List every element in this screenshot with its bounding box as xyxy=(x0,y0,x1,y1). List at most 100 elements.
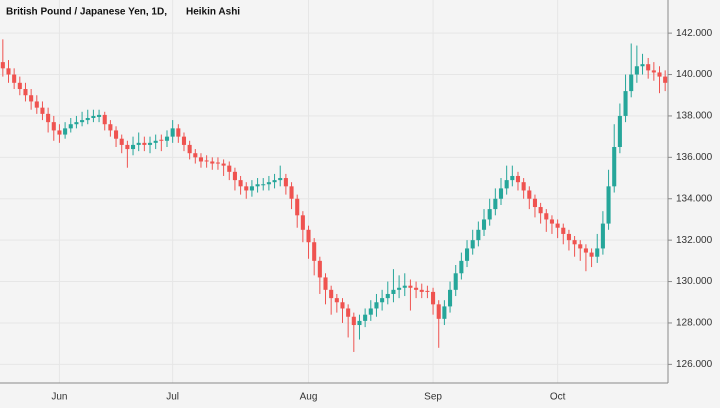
candle-body xyxy=(442,306,447,319)
candle-body xyxy=(380,298,385,303)
candle-body xyxy=(170,128,175,137)
candle-body xyxy=(351,316,356,326)
candle-body xyxy=(476,229,481,241)
candle-body xyxy=(249,186,254,191)
candle-body xyxy=(261,184,266,186)
candle-body xyxy=(600,223,605,249)
candle-body xyxy=(572,240,577,245)
candle-body xyxy=(323,277,328,290)
candle-body xyxy=(244,186,249,191)
candle-body xyxy=(459,260,464,274)
candle-body xyxy=(663,76,668,83)
x-tick-label: Oct xyxy=(550,392,566,403)
candle-body xyxy=(368,308,373,315)
y-tick-label: 130.000 xyxy=(676,276,713,287)
candle-body xyxy=(6,68,11,75)
candle-body xyxy=(532,198,538,208)
candle-body xyxy=(215,162,220,164)
candle-body xyxy=(272,180,277,183)
candle-body xyxy=(102,114,107,125)
candle-body xyxy=(363,314,368,321)
candle-body xyxy=(431,291,436,305)
candle-body xyxy=(340,302,345,309)
candle-body xyxy=(419,289,424,292)
candle-body xyxy=(487,209,492,220)
candle-body xyxy=(453,273,458,290)
candle-body xyxy=(561,227,566,234)
candle-body xyxy=(255,184,260,187)
candle-body xyxy=(385,293,390,299)
candle-body xyxy=(136,142,141,145)
candle-body xyxy=(198,157,204,162)
candle-body xyxy=(493,198,498,210)
candle-body xyxy=(629,74,634,92)
candle-body xyxy=(278,178,283,181)
candle-body xyxy=(51,122,56,131)
candle-body xyxy=(68,124,73,129)
candle-body xyxy=(521,182,526,191)
candle-body xyxy=(181,136,187,145)
candle-body xyxy=(164,136,170,141)
candle-body xyxy=(46,113,51,123)
candle-body xyxy=(397,287,402,290)
candle-body xyxy=(159,139,164,141)
grid xyxy=(0,0,668,383)
candle-body xyxy=(391,289,396,294)
candle-body xyxy=(108,124,113,131)
candle-body xyxy=(153,140,158,143)
candle-body xyxy=(357,320,362,326)
candle-body xyxy=(74,122,79,125)
candle-body xyxy=(346,308,351,317)
candle-body xyxy=(57,130,62,135)
y-tick-label: 136.000 xyxy=(676,152,713,163)
candle-body xyxy=(80,120,85,123)
candle-body xyxy=(414,287,419,290)
candle-body xyxy=(29,95,34,102)
candle-body xyxy=(227,165,232,172)
candle-body xyxy=(583,248,588,253)
candle-body xyxy=(232,171,237,181)
candle-body xyxy=(464,248,470,261)
candle-body xyxy=(91,115,96,119)
x-tick-label: Jun xyxy=(51,392,67,403)
candle-body xyxy=(549,219,554,224)
y-tick-label: 128.000 xyxy=(676,318,713,329)
candle-body xyxy=(448,289,453,307)
candle-body xyxy=(142,142,147,145)
x-tick-label: Jul xyxy=(166,392,179,403)
y-tick-label: 142.000 xyxy=(676,28,713,39)
candle-body xyxy=(187,144,192,154)
candle-body xyxy=(334,298,339,303)
candle-body xyxy=(646,64,651,71)
candle-body xyxy=(510,175,515,181)
candle-body xyxy=(527,190,532,199)
candle-body xyxy=(23,89,28,96)
candle-body xyxy=(289,186,294,199)
candle-body xyxy=(114,130,119,139)
candle-body xyxy=(566,233,571,241)
y-tick-label: 140.000 xyxy=(676,69,713,80)
candle-body xyxy=(125,144,130,150)
y-tick-label: 132.000 xyxy=(676,235,713,246)
candle-body xyxy=(612,146,617,187)
chart-title: British Pound / Japanese Yen, 1D, xyxy=(6,7,167,18)
candle-body xyxy=(12,74,17,83)
candle-body xyxy=(317,260,322,278)
candle-body xyxy=(498,188,504,199)
candle-body xyxy=(504,180,509,189)
y-tick-label: 134.000 xyxy=(676,193,713,204)
candle-body xyxy=(329,289,334,299)
candle-body xyxy=(538,207,543,214)
candle-body xyxy=(204,160,209,162)
candle-body xyxy=(210,161,215,164)
candle-body xyxy=(481,219,487,230)
candle-body xyxy=(623,91,628,116)
candle-body xyxy=(640,64,645,67)
x-tick-label: Sep xyxy=(424,392,442,403)
y-tick-label: 138.000 xyxy=(676,111,713,122)
candle-body xyxy=(515,175,521,183)
candle-body xyxy=(402,285,407,288)
candle-body xyxy=(425,290,430,292)
candles xyxy=(0,39,668,352)
